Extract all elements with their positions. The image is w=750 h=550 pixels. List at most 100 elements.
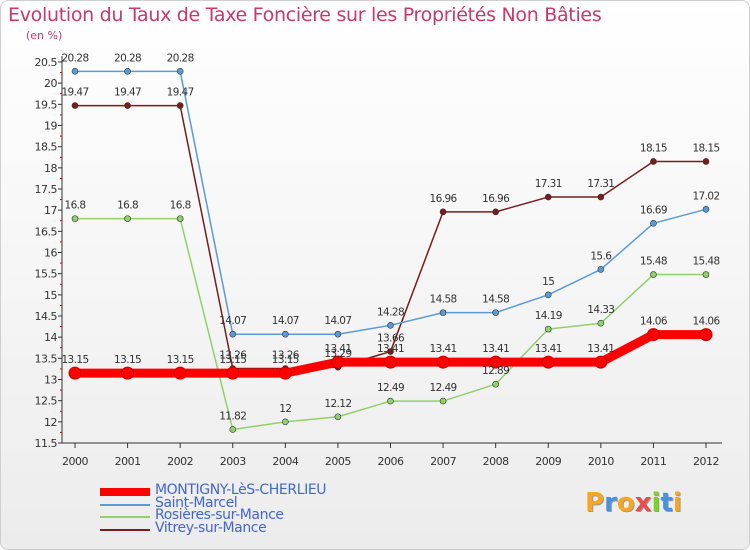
data-label-1: 14.58 xyxy=(430,294,457,306)
data-label-3: 18.15 xyxy=(640,142,667,154)
data-point-3 xyxy=(176,102,184,109)
data-label-2: 11.82 xyxy=(219,410,246,422)
data-label-3: 18.15 xyxy=(692,142,719,154)
data-label-3: 17.31 xyxy=(587,178,614,190)
data-point-0 xyxy=(384,355,397,369)
data-label-3: 17.31 xyxy=(535,178,562,190)
data-label-0: 13.15 xyxy=(114,354,141,366)
logo-letter: r xyxy=(604,488,617,518)
y-tick-label: 19 xyxy=(44,120,57,133)
x-tick-label: 2012 xyxy=(693,455,719,468)
data-point-3 xyxy=(544,193,552,201)
data-label-2: 12.89 xyxy=(482,365,509,377)
x-tick-label: 2007 xyxy=(430,455,456,468)
data-point-3 xyxy=(492,208,499,216)
data-point-1 xyxy=(544,291,552,299)
data-label-3: 16.96 xyxy=(430,193,458,205)
logo-letter: t xyxy=(660,488,673,518)
data-label-0: 13.41 xyxy=(587,343,614,355)
series-group xyxy=(68,68,713,433)
data-point-2 xyxy=(650,271,657,278)
data-point-2 xyxy=(176,215,184,222)
data-label-2: 12.49 xyxy=(430,382,457,394)
data-label-1: 15 xyxy=(542,276,554,288)
y-tick-label: 11.5 xyxy=(35,437,58,450)
logo-letter: P xyxy=(585,488,605,518)
x-tick-label: 2011 xyxy=(640,455,666,468)
y-tick-label: 19.5 xyxy=(35,98,58,111)
y-tick-label: 13.5 xyxy=(35,352,58,365)
data-label-0: 13.41 xyxy=(430,343,457,355)
y-tick-label: 16 xyxy=(44,247,57,260)
data-label-1: 14.28 xyxy=(377,306,404,318)
data-point-1 xyxy=(492,309,499,316)
proxiti-logo: Proxiti xyxy=(585,488,682,518)
data-label-1: 20.28 xyxy=(61,52,88,64)
data-label-1: 20.28 xyxy=(114,52,141,64)
data-point-1 xyxy=(439,309,447,316)
x-tick-label: 2010 xyxy=(588,455,614,468)
data-label-2: 12 xyxy=(279,403,291,415)
data-labels: 19.47 19.47 19.47 13.26 13.26 13.29 13.66 16.96… xyxy=(61,52,721,422)
data-point-3 xyxy=(702,158,710,165)
legend-label: Rosières-sur-Mance xyxy=(155,507,284,523)
data-label-1: 14.07 xyxy=(219,315,246,327)
data-label-1: 17.02 xyxy=(692,190,719,202)
data-point-2 xyxy=(597,319,605,327)
data-point-0 xyxy=(436,355,450,369)
data-point-3 xyxy=(387,348,394,355)
data-point-2 xyxy=(439,397,447,405)
data-label-0: 14.06 xyxy=(692,316,720,328)
y-tick-label: 18 xyxy=(44,162,57,175)
y-tick-label: 13 xyxy=(44,374,57,387)
y-tick-label: 12 xyxy=(44,416,57,429)
data-label-0: 13.41 xyxy=(324,343,351,355)
legend-swatch xyxy=(100,503,150,506)
data-point-3 xyxy=(597,193,605,201)
chart-title: Evolution du Taux de Taxe Foncière sur l… xyxy=(8,4,602,26)
data-label-2: 14.19 xyxy=(535,310,562,322)
data-label-3: 13.26 xyxy=(272,349,300,361)
y-tick-label: 20 xyxy=(44,77,57,90)
y-tick-label: 18.5 xyxy=(35,141,58,154)
legend-label: Saint-Marcel xyxy=(155,494,238,511)
data-label-1: 15.6 xyxy=(590,250,612,262)
data-label-3: 13.26 xyxy=(219,349,247,361)
legend-swatch xyxy=(100,516,150,518)
data-label-3: 19.47 xyxy=(114,87,141,99)
data-point-2 xyxy=(544,325,552,333)
data-label-1: 16.69 xyxy=(640,204,667,216)
data-point-2 xyxy=(387,397,394,405)
x-tick-label: 2008 xyxy=(483,455,509,468)
data-label-2: 16.8 xyxy=(117,200,138,212)
data-label-0: 13.15 xyxy=(272,354,299,366)
data-point-1 xyxy=(702,206,710,213)
data-point-0 xyxy=(331,355,345,369)
data-point-1 xyxy=(124,68,131,75)
data-point-1 xyxy=(650,219,657,227)
data-point-3 xyxy=(439,208,447,216)
y-tick-label: 17 xyxy=(44,204,57,217)
y-tick-label: 15.5 xyxy=(35,268,58,281)
data-point-3 xyxy=(650,158,657,165)
data-point-0 xyxy=(489,355,503,369)
data-point-0 xyxy=(699,328,713,342)
data-point-0 xyxy=(121,366,135,380)
y-tick-label: 15 xyxy=(44,289,57,302)
x-tick-label: 2009 xyxy=(535,455,561,468)
logo-letter: i xyxy=(651,488,661,518)
data-label-2: 12.49 xyxy=(377,382,404,394)
data-label-2: 16.8 xyxy=(170,200,191,212)
data-point-2 xyxy=(229,426,237,433)
x-tick-label: 2000 xyxy=(62,455,88,468)
data-point-1 xyxy=(387,322,394,329)
legend-label: MONTIGNY-LèS-CHERLIEU xyxy=(155,482,327,498)
data-label-0: 13.15 xyxy=(167,354,194,366)
data-point-2 xyxy=(334,413,342,421)
data-point-0 xyxy=(278,366,292,380)
data-point-1 xyxy=(229,330,237,338)
series-line-3 xyxy=(74,104,707,370)
data-label-0: 13.15 xyxy=(219,354,246,366)
data-point-0 xyxy=(173,366,187,380)
